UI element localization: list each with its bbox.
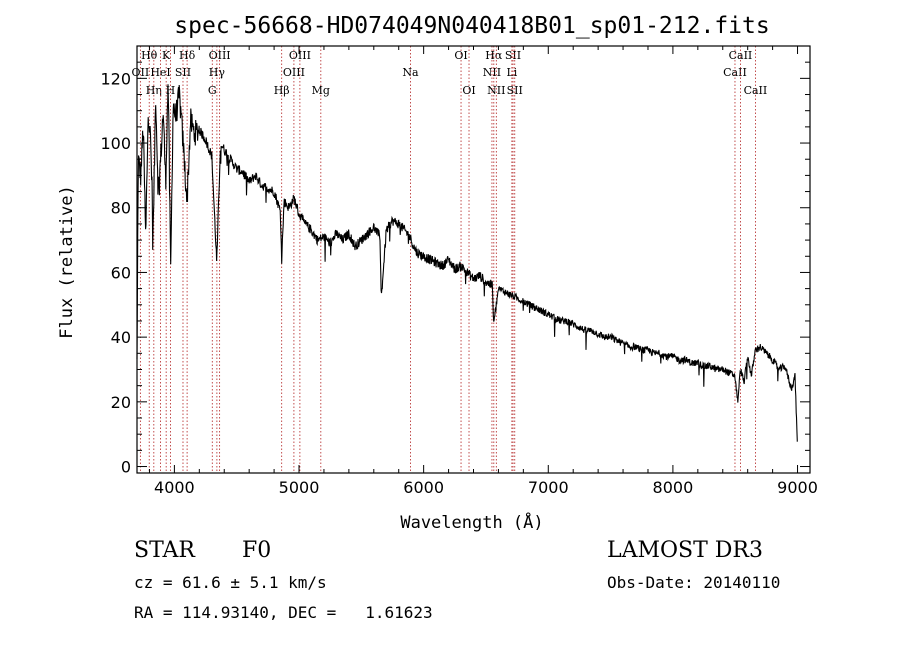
y-tick-label: 20 <box>111 393 131 412</box>
y-tick-label: 60 <box>111 263 131 282</box>
subclass: F0 <box>242 538 272 563</box>
line-label-8: G <box>208 84 217 97</box>
y-tick-label: 80 <box>111 199 131 218</box>
line-label-21: Li <box>506 66 517 79</box>
object-class: STAR <box>134 538 195 563</box>
line-label-17: OI <box>462 84 475 97</box>
line-label-12: OIII <box>283 66 305 79</box>
x-tick-label: 5000 <box>279 478 320 497</box>
x-tick-label: 8000 <box>653 478 694 497</box>
y-tick-label: 40 <box>111 328 131 347</box>
x-tick-label: 9000 <box>777 478 818 497</box>
line-label-10: OIII <box>209 49 231 62</box>
line-label-15: Na <box>402 66 419 79</box>
line-label-24: CaII <box>723 66 747 79</box>
line-label-16: OI <box>454 49 467 62</box>
redshift-text: cz = 61.6 ± 5.1 km/s <box>134 573 327 592</box>
line-label-0: OII <box>132 66 150 79</box>
x-axis: 4000 5000 6000 7000 8000 9000 <box>148 46 818 497</box>
line-label-19: Hα <box>485 49 503 62</box>
line-label-22: SII <box>505 49 521 62</box>
line-label-2: Hη <box>146 84 162 97</box>
line-label-11: Hβ <box>274 84 290 97</box>
survey-name: LAMOST DR3 <box>607 538 763 563</box>
line-label-26: CaII <box>744 84 768 97</box>
x-axis-label: Wavelength (Å) <box>400 511 543 533</box>
line-label-3: HeI <box>150 66 170 79</box>
flux-series-line <box>136 84 798 442</box>
line-label-13: OIII <box>289 49 311 62</box>
line-label-25: CaII <box>729 49 753 62</box>
x-tick-label: 7000 <box>528 478 569 497</box>
line-label-14: Mg <box>312 84 330 97</box>
y-tick-label: 100 <box>100 134 131 153</box>
line-label-6: SII <box>175 66 191 79</box>
line-label-4: K <box>162 49 171 62</box>
line-label-1: Hθ <box>141 49 158 62</box>
line-label-18: NII <box>483 66 501 79</box>
line-label-7: Hδ <box>179 49 196 62</box>
y-tick-label: 120 <box>100 69 131 88</box>
x-tick-label: 4000 <box>154 478 195 497</box>
line-label-9: Hγ <box>209 66 226 79</box>
coordinates-text: RA = 114.93140, DEC = 1.61623 <box>134 603 433 622</box>
chart-title: spec-56668-HD074049N040418B01_sp01-212.f… <box>174 13 769 39</box>
y-axis: 0 20 40 60 80 100 120 <box>100 61 810 477</box>
y-axis-label: Flux (relative) <box>57 185 77 339</box>
plot-frame <box>136 45 811 474</box>
line-label-23: SII <box>507 84 523 97</box>
obs-date-text: Obs-Date: 20140110 <box>607 573 781 592</box>
y-tick-label: 0 <box>121 458 131 477</box>
line-label-20: NII <box>487 84 505 97</box>
line-label-5: H <box>166 84 176 97</box>
x-tick-label: 6000 <box>403 478 444 497</box>
